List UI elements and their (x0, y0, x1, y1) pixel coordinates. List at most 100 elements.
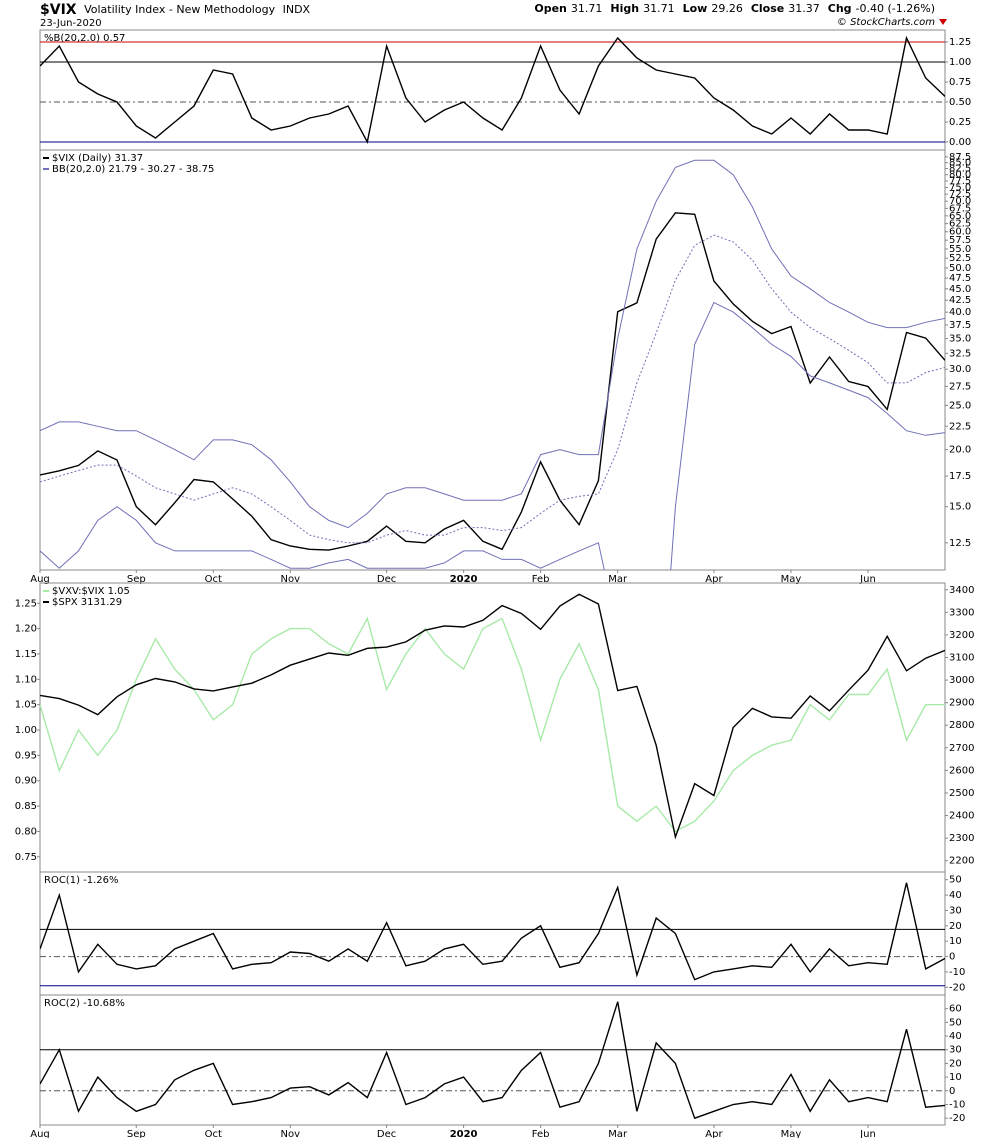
y2-tick-label: 1.10 (15, 674, 37, 685)
y-tick-label: 30.0 (949, 364, 971, 375)
y-tick-label: 0 (949, 952, 955, 963)
x-tick-label: Feb (532, 1129, 550, 1138)
y-tick-label: 10 (949, 936, 962, 947)
y-tick-label: 15.0 (949, 502, 971, 513)
quote-value: 31.37 (788, 2, 820, 15)
y-tick-label: 0 (949, 1086, 955, 1097)
y-tick-label: 57.5 (949, 235, 971, 246)
y-tick-label: 77.5 (949, 176, 971, 187)
y-tick-label: 62.5 (949, 219, 971, 230)
x-tick-label: May (781, 1129, 802, 1138)
x-tick-label: Aug (30, 574, 50, 585)
y-tick-label: 1.25 (949, 37, 971, 48)
legend-label: $VIX (Daily) 31.37 (52, 153, 143, 164)
y-tick-label: 2500 (949, 788, 974, 799)
y-tick-label: -10 (949, 1099, 965, 1110)
y-tick-label: 0.00 (949, 137, 971, 148)
y-tick-label: 12.5 (949, 538, 971, 549)
y-tick-label: 2700 (949, 743, 974, 754)
x-tick-label: Aug (30, 1129, 50, 1138)
y-tick-label: 30 (949, 1045, 962, 1056)
quote: Open 31.71 High 31.71 Low 29.26 Close 31.37 Chg -… (534, 2, 935, 15)
y-tick-label: 30 (949, 905, 962, 916)
y-tick-label: 50.0 (949, 263, 971, 274)
y-tick-label: 0.25 (949, 117, 971, 128)
y-tick-label: 2200 (949, 856, 974, 867)
quote-label: Chg (828, 2, 852, 15)
y2-tick-label: 1.20 (15, 624, 37, 635)
exchange: INDX (283, 3, 311, 16)
y2-tick-label: 0.85 (15, 801, 37, 812)
panel-frame (39, 582, 946, 873)
y-tick-label: 25.0 (949, 400, 971, 411)
x-tick-label: Apr (705, 574, 723, 585)
y-tick-label: 3300 (949, 607, 974, 618)
y-tick-label: 2300 (949, 833, 974, 844)
y2-tick-label: 0.80 (15, 826, 37, 837)
x-tick-label: Apr (705, 1129, 723, 1138)
y-tick-label: 32.5 (949, 348, 971, 359)
quote-value: 29.26 (711, 2, 743, 15)
x-tick-label: 2020 (450, 574, 478, 585)
x-tick-label: Jun (859, 1129, 876, 1138)
y-tick-label: 20.0 (949, 445, 971, 456)
y-tick-label: 20 (949, 1058, 962, 1069)
y-tick-label: -10 (949, 967, 965, 978)
y-tick-label: 67.5 (949, 203, 971, 214)
band-line (40, 301, 945, 570)
band-line (40, 159, 945, 529)
y-tick-label: 0.50 (949, 97, 971, 108)
date: 23-Jun-2020 (40, 18, 102, 29)
x-tick-label: 2020 (450, 1129, 478, 1138)
y-tick-label: 37.5 (949, 320, 971, 331)
y2-tick-label: 0.95 (15, 750, 37, 761)
x-tick-label: Jun (859, 574, 876, 585)
y-tick-label: 50 (949, 1017, 962, 1028)
y2-tick-label: 0.75 (15, 852, 37, 863)
y-tick-label: 75.0 (949, 182, 971, 193)
down-arrow (939, 19, 947, 25)
y-tick-label: 3200 (949, 630, 974, 641)
y-tick-label: 82.5 (949, 164, 971, 175)
y2-tick-label: 1.00 (15, 725, 37, 736)
y-tick-label: 27.5 (949, 381, 971, 392)
x-tick-label: Sep (127, 1129, 146, 1138)
y2-tick-label: 1.15 (15, 649, 37, 660)
y-tick-label: 3000 (949, 675, 974, 686)
symbol: $VIX (40, 2, 77, 18)
series-line (40, 882, 945, 981)
x-tick-label: Mar (608, 1129, 628, 1138)
panel-title: ROC(2) -10.68% (44, 998, 125, 1009)
y-tick-label: -20 (949, 982, 965, 993)
y-tick-label: 47.5 (949, 273, 971, 284)
series-line (40, 1001, 945, 1120)
name: Volatility Index - New Methodology (84, 3, 275, 16)
y-tick-label: 2800 (949, 720, 974, 731)
series-line (40, 212, 945, 551)
y-tick-label: 40 (949, 1031, 962, 1042)
x-tick-label: Dec (377, 1129, 396, 1138)
legend-label: $VXV:$VIX 1.05 (52, 586, 130, 597)
legend-label: BB(20,2.0) 21.79 - 30.27 - 38.75 (52, 164, 214, 175)
band-line (40, 234, 945, 544)
series-line (40, 35, 945, 145)
header-title: $VIX Volatility Index - New Methodology … (40, 2, 311, 18)
y-tick-label: 22.5 (949, 421, 971, 432)
y-tick-label: 3400 (949, 585, 974, 596)
y-tick-label: 70.0 (949, 196, 971, 207)
y-tick-label: 80.0 (949, 170, 971, 181)
y-tick-label: 2400 (949, 811, 974, 822)
y-tick-label: 45.0 (949, 284, 971, 295)
y-tick-label: 85.0 (949, 158, 971, 169)
x-tick-label: Oct (205, 1129, 222, 1138)
y-tick-label: 3100 (949, 653, 974, 664)
panel-frame (39, 149, 946, 571)
quote-label: Close (751, 2, 784, 15)
y-tick-label: 20 (949, 921, 962, 932)
y2-tick-label: 1.05 (15, 700, 37, 711)
y-tick-label: 35.0 (949, 334, 971, 345)
y-tick-label: 1.00 (949, 57, 971, 68)
panel-frame (39, 29, 946, 151)
x-tick-label: Feb (532, 574, 550, 585)
